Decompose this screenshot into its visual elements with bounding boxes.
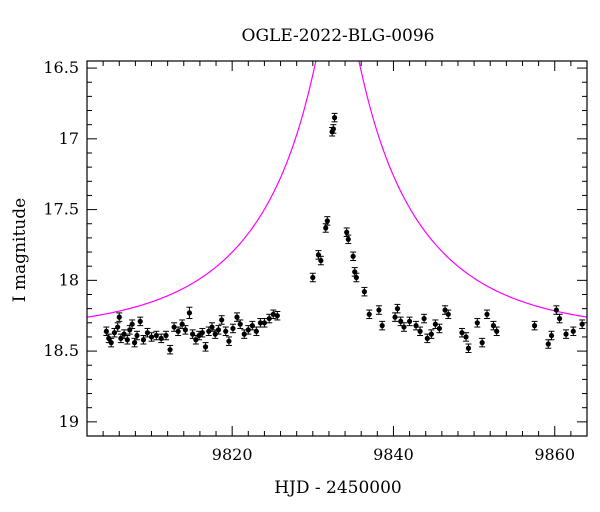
- data-point: [225, 336, 232, 346]
- axes: 9820 9840 9860 16.5 17 17.5 18 18.5 19: [43, 58, 588, 464]
- data-point: [222, 326, 229, 337]
- data-point: [234, 312, 240, 322]
- data-point: [353, 272, 360, 283]
- data-point: [463, 332, 470, 342]
- data-point: [148, 332, 155, 342]
- data-point: [392, 312, 399, 322]
- data-point: [375, 305, 382, 315]
- y-tick-label: 17.5: [43, 200, 79, 219]
- data-point: [202, 342, 209, 352]
- data-point: [237, 319, 244, 329]
- data-point: [167, 344, 174, 355]
- data-point: [553, 305, 560, 315]
- data-point: [215, 325, 222, 335]
- data-point: [158, 333, 165, 344]
- y-tick-label: 18.5: [43, 341, 79, 360]
- x-axis-label: HJD - 2450000: [274, 478, 402, 498]
- data-point: [171, 322, 178, 332]
- data-point: [116, 312, 123, 322]
- data-point: [134, 330, 140, 341]
- data-point: [424, 333, 431, 344]
- data-point: [140, 335, 147, 345]
- plot-frame: [86, 60, 588, 437]
- data-point: [428, 329, 435, 339]
- data-point: [579, 319, 586, 329]
- data-point: [442, 305, 449, 315]
- data-point: [445, 309, 452, 320]
- data-point: [345, 234, 352, 245]
- data-point: [317, 255, 324, 266]
- data-point: [199, 327, 206, 338]
- data-point: [361, 286, 368, 297]
- x-tick-label: 9860: [534, 445, 575, 464]
- data-point: [175, 326, 182, 337]
- data-point: [241, 329, 248, 339]
- data-point: [563, 329, 570, 339]
- data-point: [406, 316, 413, 327]
- data-point: [474, 318, 481, 328]
- plot-area: [87, 61, 587, 355]
- data-point: [245, 325, 252, 335]
- data-point: [394, 303, 401, 314]
- data-point: [493, 326, 500, 337]
- x-tick-label: 9840: [373, 445, 414, 464]
- data-point: [189, 329, 196, 339]
- y-tick-label: 17: [59, 129, 79, 148]
- data-point: [124, 335, 131, 345]
- data-point: [556, 313, 563, 324]
- data-point: [182, 325, 189, 335]
- data-point: [397, 316, 404, 327]
- data-point: [479, 337, 486, 348]
- data-point: [490, 320, 497, 331]
- data-point: [229, 323, 236, 334]
- data-point: [324, 216, 331, 226]
- data-point: [111, 327, 118, 338]
- chart-title: OGLE-2022-BLG-0096: [242, 26, 435, 46]
- data-point: [465, 343, 472, 354]
- data-point: [209, 322, 215, 332]
- data-point: [413, 320, 420, 331]
- data-point: [436, 323, 443, 334]
- data-point: [108, 337, 115, 348]
- data-point: [261, 318, 268, 328]
- data-point: [186, 306, 193, 320]
- data-point: [548, 330, 555, 341]
- data-point: [350, 251, 357, 262]
- data-point: [400, 322, 407, 332]
- y-tick-label: 16.5: [43, 58, 79, 77]
- data-point: [331, 112, 338, 123]
- data-point: [417, 326, 424, 337]
- x-tick-label: 9820: [212, 445, 253, 464]
- data-point: [153, 330, 160, 341]
- y-tick-label: 18: [59, 270, 79, 289]
- data-point: [257, 318, 264, 328]
- data-point: [137, 316, 144, 327]
- data-point: [218, 315, 225, 325]
- data-point: [274, 310, 281, 321]
- data-point: [270, 309, 277, 320]
- data-point: [163, 330, 170, 341]
- y-axis-label: I magnitude: [10, 198, 30, 302]
- data-point: [266, 313, 273, 324]
- data-point: [253, 326, 260, 337]
- data-point: [309, 272, 316, 283]
- data-point: [484, 309, 490, 320]
- data-point: [570, 326, 577, 337]
- data-point: [545, 339, 552, 349]
- data-point: [129, 319, 136, 329]
- data-point: [366, 309, 373, 320]
- data-point: [531, 320, 538, 331]
- data-point: [421, 313, 428, 324]
- data-point: [114, 322, 121, 332]
- data-point: [379, 320, 386, 331]
- model-curve: [87, 61, 587, 318]
- y-tick-label: 19: [59, 412, 79, 431]
- data-point: [330, 124, 337, 134]
